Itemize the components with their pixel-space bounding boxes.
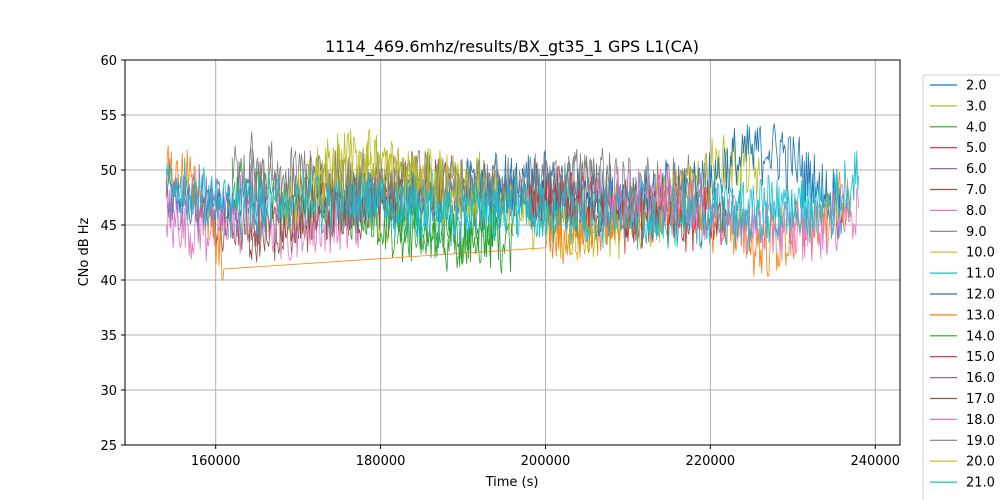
- chart-title: 1114_469.6mhz/results/BX_gt35_1 GPS L1(C…: [325, 37, 699, 57]
- y-tick-label: 25: [100, 439, 117, 454]
- legend-entry: 2.0: [966, 79, 987, 94]
- legend-entry: 12.0: [966, 288, 995, 303]
- y-tick-label: 55: [100, 109, 117, 124]
- series-line-21.0: [165, 150, 860, 252]
- legend-entry: 13.0: [966, 308, 995, 323]
- x-tick-label: 160000: [191, 454, 241, 469]
- legend-entry: 3.0: [966, 99, 987, 114]
- legend-entry: 11.0: [966, 267, 995, 282]
- x-axis: 160000 180000 200000 220000 240000: [191, 445, 900, 469]
- y-tick-label: 40: [100, 274, 117, 289]
- x-tick-label: 180000: [356, 454, 406, 469]
- series-line-10.0: [281, 135, 761, 261]
- legend-entry: 5.0: [966, 141, 987, 156]
- x-tick-label: 240000: [850, 454, 900, 469]
- legend-entry: 8.0: [966, 204, 987, 219]
- legend-entry: 21.0: [966, 476, 995, 491]
- x-axis-label: Time (s): [485, 475, 539, 490]
- legend-entry: 18.0: [966, 413, 995, 428]
- y-axis-label: CNo dB Hz: [77, 217, 92, 286]
- grid-lines: [125, 59, 900, 446]
- y-tick-label: 30: [100, 384, 117, 399]
- legend-entry: 15.0: [966, 350, 995, 365]
- series-line-18.0: [594, 165, 860, 262]
- legend-box: [922, 74, 1000, 500]
- legend-entry: 7.0: [966, 183, 987, 198]
- y-tick-label: 45: [100, 219, 117, 234]
- x-tick-label: 220000: [686, 454, 736, 469]
- x-tick-label: 200000: [521, 454, 571, 469]
- y-tick-label: 60: [100, 54, 117, 69]
- series-layer: [165, 123, 860, 281]
- legend-entry: 10.0: [966, 246, 995, 261]
- y-axis: 25 30 35 40 45 50 55 60: [100, 54, 125, 454]
- legend-entry: 19.0: [966, 434, 995, 449]
- y-tick-label: 50: [100, 164, 117, 179]
- legend-entry: 4.0: [966, 120, 987, 135]
- series-line-14.0: [396, 189, 497, 272]
- legend: 2.0 3.0 4.0 5.0 6.0 7.0 8.0 9.0 10.0 11.0 12.0 13.0…: [922, 74, 1000, 500]
- y-tick-label: 35: [100, 329, 117, 344]
- plot-frame: [124, 59, 901, 446]
- legend-entry: 9.0: [966, 225, 987, 240]
- legend-entry: 20.0: [966, 455, 995, 470]
- legend-entry: 6.0: [966, 162, 987, 177]
- legend-entry: 14.0: [966, 329, 995, 344]
- legend-entry: 17.0: [966, 392, 995, 407]
- series-line-20.0: [314, 128, 480, 221]
- legend-entry: 16.0: [966, 371, 995, 386]
